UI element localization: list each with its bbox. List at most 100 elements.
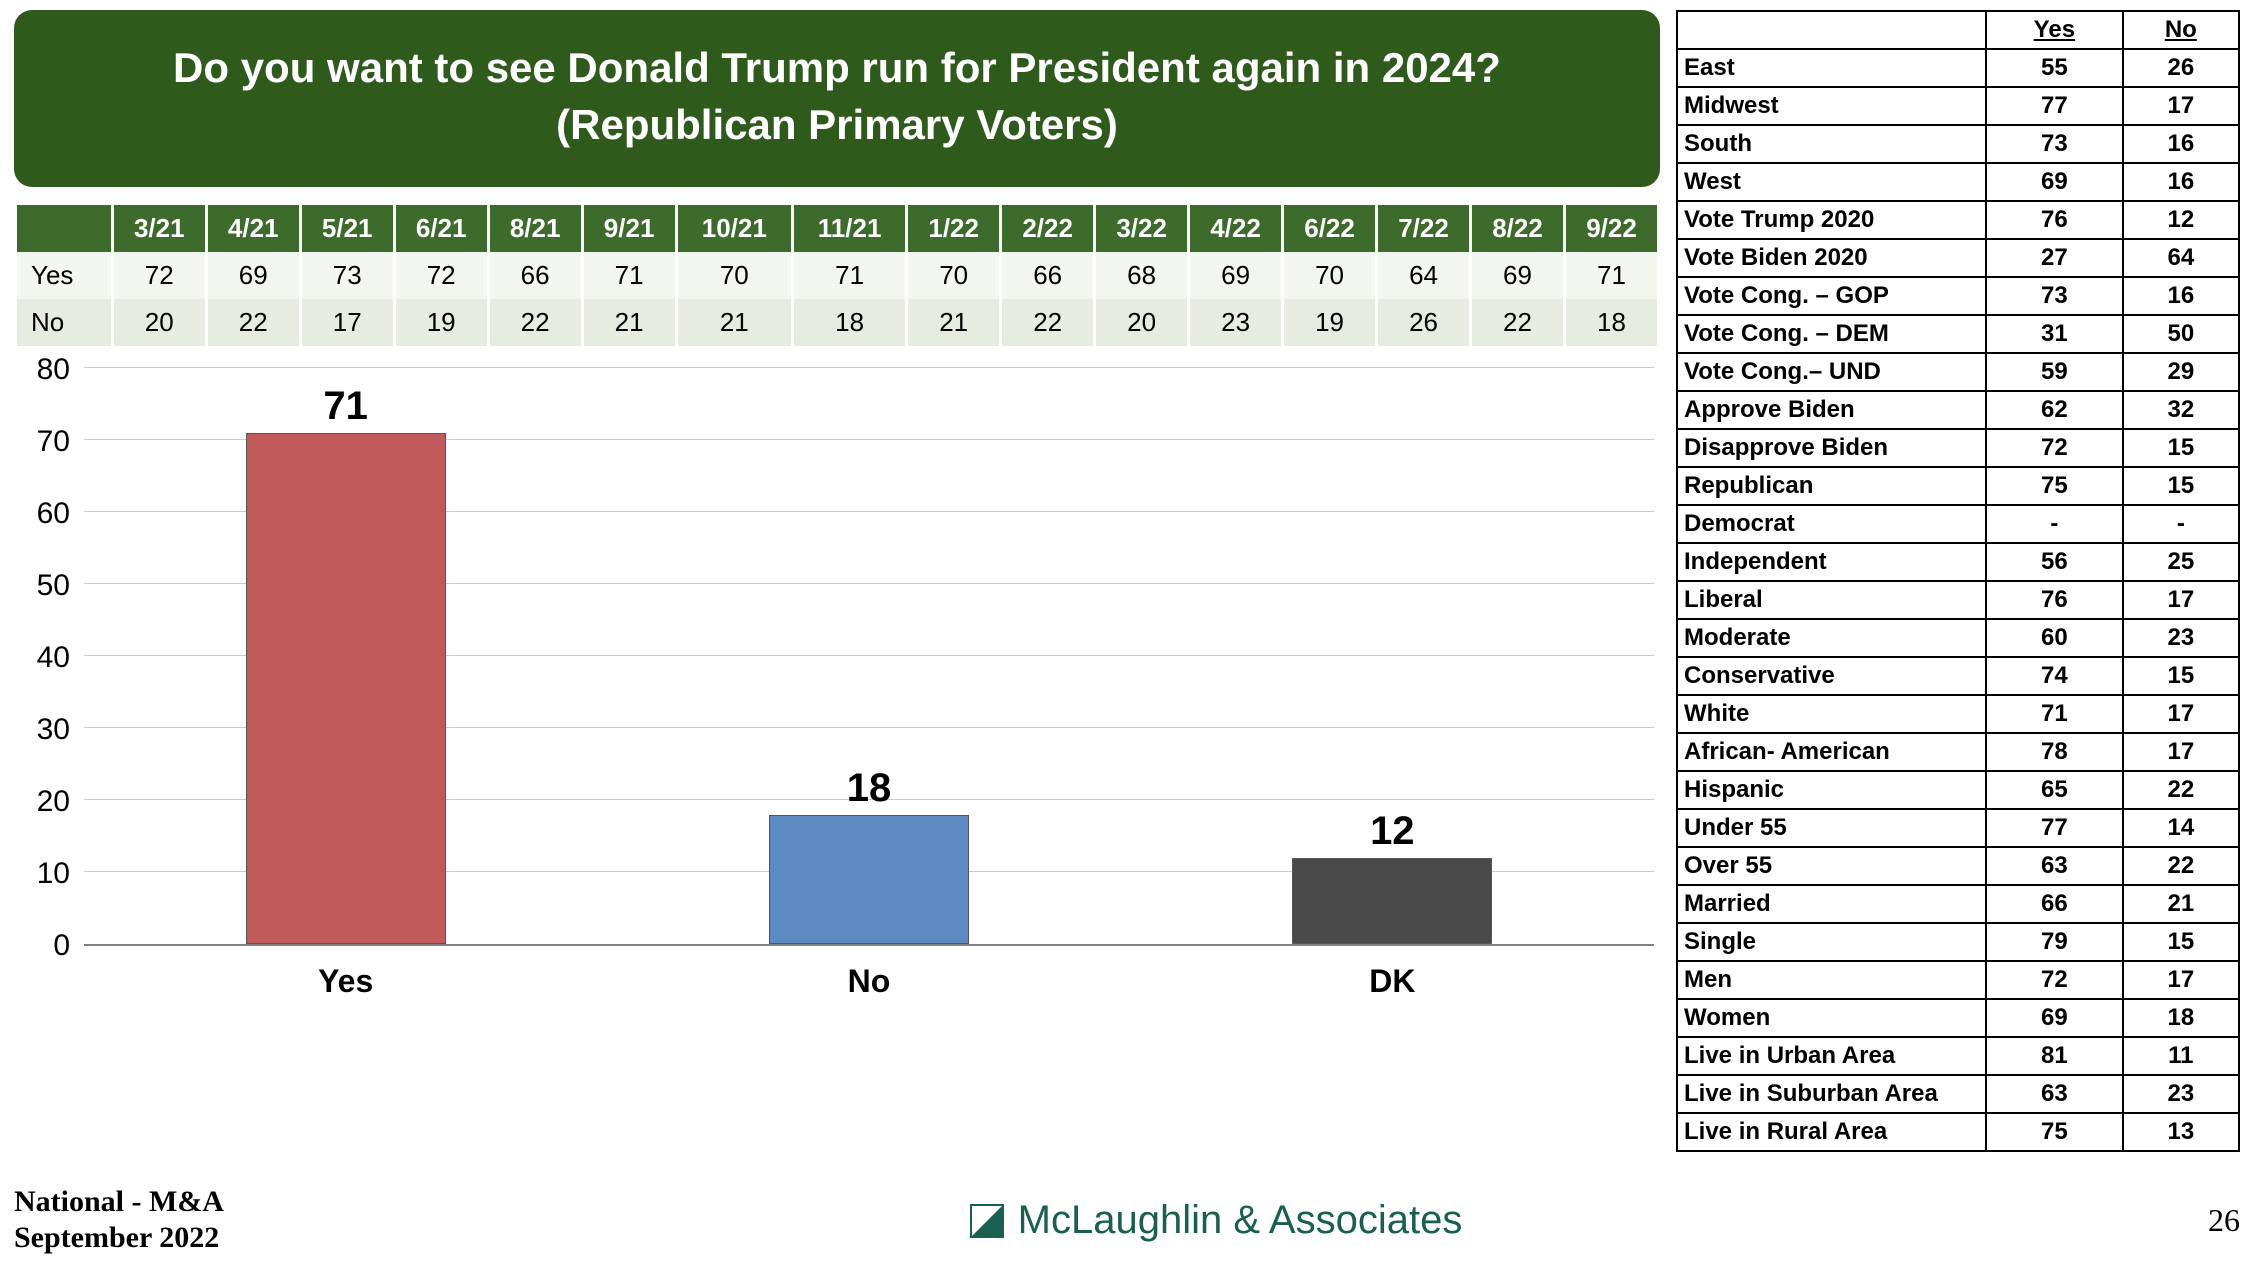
trend-cell: 71 <box>794 252 905 299</box>
trend-cell: 21 <box>908 299 999 346</box>
trend-cell: 70 <box>1284 252 1375 299</box>
grid-line <box>84 367 1654 368</box>
crosstab-no-value: 25 <box>2123 543 2239 581</box>
crosstab-yes-value: 65 <box>1986 771 2123 809</box>
crosstab-yes-value: 72 <box>1986 429 2123 467</box>
trend-cell: 18 <box>794 299 905 346</box>
crosstab-yes-value: 79 <box>1986 923 2123 961</box>
trend-cell: 17 <box>302 299 393 346</box>
crosstab-row-label: Vote Cong. – DEM <box>1677 315 1986 353</box>
crosstab-no-value: 64 <box>2123 239 2239 277</box>
crosstab-row-label: Single <box>1677 923 1986 961</box>
bar <box>246 433 446 944</box>
trend-row-label: No <box>17 299 111 346</box>
crosstab-yes-value: 69 <box>1986 163 2123 201</box>
crosstab-yes-value: 76 <box>1986 201 2123 239</box>
trend-date-header: 3/21 <box>114 205 205 252</box>
trend-date-header: 5/21 <box>302 205 393 252</box>
crosstab-no-value: 15 <box>2123 467 2239 505</box>
trend-date-header: 8/22 <box>1472 205 1563 252</box>
crosstab-row-label: Vote Trump 2020 <box>1677 201 1986 239</box>
bar-value-label: 18 <box>847 766 892 811</box>
crosstab-yes-value: 63 <box>1986 847 2123 885</box>
brand-text: McLaughlin & Associates <box>1018 1198 1463 1243</box>
trend-cell: 71 <box>584 252 675 299</box>
trend-cell: 73 <box>302 252 393 299</box>
trend-cell: 64 <box>1378 252 1469 299</box>
crosstab-row-label: Approve Biden <box>1677 391 1986 429</box>
crosstab-row-label: Live in Rural Area <box>1677 1113 1986 1151</box>
y-tick-label: 70 <box>37 425 70 459</box>
crosstab-row: Midwest7717 <box>1677 87 2239 125</box>
crosstab-no-value: 13 <box>2123 1113 2239 1151</box>
crosstab-no-value: 16 <box>2123 163 2239 201</box>
crosstab-row-label: Under 55 <box>1677 809 1986 847</box>
trend-cell: 19 <box>396 299 487 346</box>
trend-date-header: 2/22 <box>1002 205 1093 252</box>
trend-cell: 70 <box>908 252 999 299</box>
crosstab-row-label: Live in Suburban Area <box>1677 1075 1986 1113</box>
trend-row-label: Yes <box>17 252 111 299</box>
trend-cell: 21 <box>584 299 675 346</box>
crosstab-row-label: White <box>1677 695 1986 733</box>
crosstab-row-label: Hispanic <box>1677 771 1986 809</box>
trend-cell: 26 <box>1378 299 1469 346</box>
trend-date-header: 10/21 <box>678 205 791 252</box>
crosstab-yes-value: 81 <box>1986 1037 2123 1075</box>
crosstab-row-label: Women <box>1677 999 1986 1037</box>
crosstab-no-value: 15 <box>2123 657 2239 695</box>
crosstab-row: White7117 <box>1677 695 2239 733</box>
crosstab-no-value: 16 <box>2123 125 2239 163</box>
y-tick-label: 20 <box>37 785 70 819</box>
crosstab-yes-value: 77 <box>1986 809 2123 847</box>
crosstab-no-value: 18 <box>2123 999 2239 1037</box>
crosstab-header-no: No <box>2123 11 2239 49</box>
trend-cell: 23 <box>1190 299 1281 346</box>
crosstab-row: Men7217 <box>1677 961 2239 999</box>
crosstab-row: African- American7817 <box>1677 733 2239 771</box>
brand-logo-icon <box>970 1203 1004 1237</box>
crosstab-no-value: 32 <box>2123 391 2239 429</box>
trend-date-header: 11/21 <box>794 205 905 252</box>
crosstab-yes-value: 60 <box>1986 619 2123 657</box>
y-tick-label: 30 <box>37 713 70 747</box>
x-tick-label: Yes <box>226 963 466 1000</box>
crosstab-row: Approve Biden6232 <box>1677 391 2239 429</box>
footer-left: National - M&A September 2022 <box>14 1184 224 1256</box>
crosstab-yes-value: 76 <box>1986 581 2123 619</box>
trend-cell: 22 <box>1002 299 1093 346</box>
crosstab-row: West6916 <box>1677 163 2239 201</box>
crosstab-yes-value: 62 <box>1986 391 2123 429</box>
crosstab-yes-value: 72 <box>1986 961 2123 999</box>
title-line-2: (Republican Primary Voters) <box>54 97 1620 154</box>
crosstab-yes-value: 78 <box>1986 733 2123 771</box>
trend-cell: 72 <box>114 252 205 299</box>
trend-cell: 20 <box>114 299 205 346</box>
crosstab-no-value: 23 <box>2123 619 2239 657</box>
crosstab-table: Yes No East5526Midwest7717South7316West6… <box>1676 10 2240 1152</box>
x-tick-label: DK <box>1272 963 1512 1000</box>
crosstab-row: Vote Trump 20207612 <box>1677 201 2239 239</box>
crosstab-row: Married6621 <box>1677 885 2239 923</box>
crosstab-no-value: 12 <box>2123 201 2239 239</box>
crosstab-row: Women6918 <box>1677 999 2239 1037</box>
crosstab-no-value: - <box>2123 505 2239 543</box>
crosstab-yes-value: 56 <box>1986 543 2123 581</box>
crosstab-row-label: East <box>1677 49 1986 87</box>
trend-table: 3/214/215/216/218/219/2110/2111/211/222/… <box>14 205 1660 346</box>
bar-value-label: 12 <box>1370 809 1415 854</box>
footer-brand: McLaughlin & Associates <box>970 1198 1463 1243</box>
trend-cell: 66 <box>490 252 581 299</box>
crosstab-yes-value: - <box>1986 505 2123 543</box>
crosstab-yes-value: 55 <box>1986 49 2123 87</box>
question-title-box: Do you want to see Donald Trump run for … <box>14 10 1660 187</box>
crosstab-yes-value: 66 <box>1986 885 2123 923</box>
crosstab-row: Live in Rural Area7513 <box>1677 1113 2239 1151</box>
crosstab-yes-value: 69 <box>1986 999 2123 1037</box>
y-tick-label: 80 <box>37 353 70 387</box>
bar-chart: 01020304050607080 711812 YesNoDK <box>14 366 1660 1006</box>
trend-cell: 69 <box>1190 252 1281 299</box>
y-tick-label: 0 <box>53 929 70 963</box>
trend-cell: 66 <box>1002 252 1093 299</box>
page-number: 26 <box>2208 1202 2240 1239</box>
